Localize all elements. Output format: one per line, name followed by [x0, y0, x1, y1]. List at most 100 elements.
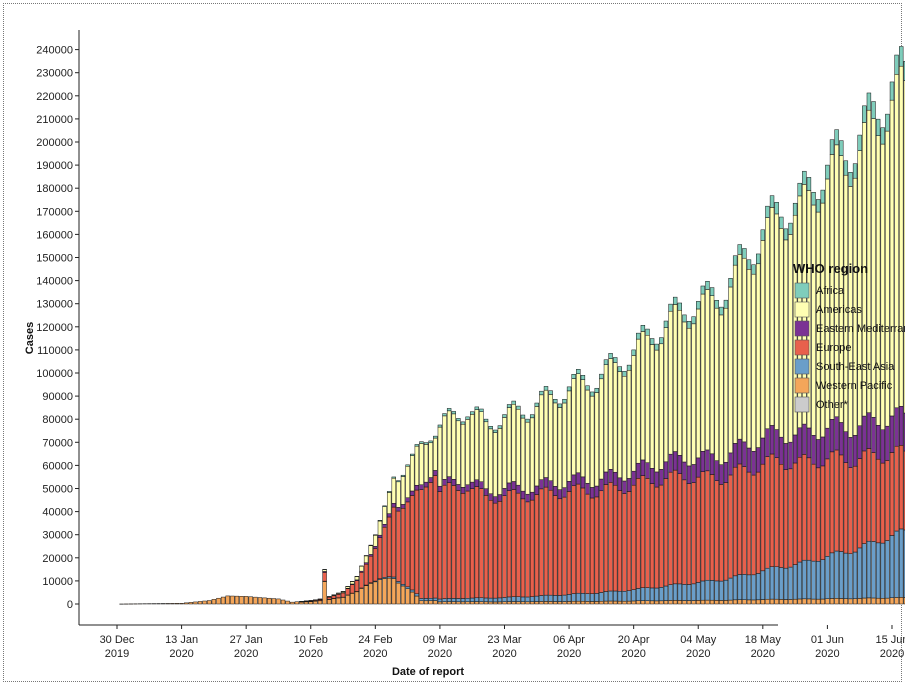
bar-segment: [769, 195, 775, 208]
bar-segment: [636, 600, 641, 605]
bar-segment: [474, 406, 480, 410]
bar-segment: [534, 406, 539, 487]
bar-segment: [742, 441, 747, 467]
bar-segment: [875, 458, 881, 544]
bar-segment: [659, 343, 664, 470]
bar-segment: [382, 505, 387, 507]
bar-segment: [446, 598, 452, 602]
bar-segment: [705, 289, 710, 451]
bar-segment: [802, 170, 807, 185]
bar-segment: [511, 481, 516, 490]
bar-segment: [663, 600, 669, 605]
bar-segment: [852, 435, 858, 467]
bar-segment: [792, 202, 798, 216]
x-tick-label: 13 Jan: [165, 634, 198, 646]
bar-segment: [802, 423, 807, 455]
bar-segment: [631, 470, 636, 486]
bar-segment: [529, 596, 535, 602]
bar-segment: [603, 600, 609, 605]
bar-segment: [488, 597, 493, 603]
bar-segment: [880, 429, 885, 464]
bar-segment: [548, 489, 553, 596]
bar-segment: [234, 595, 240, 605]
bar-segment: [405, 497, 410, 503]
bar-segment: [594, 392, 599, 487]
bar-segment: [516, 484, 521, 494]
bar-segment: [797, 182, 802, 197]
bar-segment: [474, 597, 480, 602]
bar-segment: [811, 204, 816, 436]
bar-segment: [465, 490, 470, 599]
bar-segment: [640, 475, 646, 588]
bar-segment: [410, 495, 415, 591]
bar-segment: [719, 306, 724, 316]
bar-segment: [516, 405, 521, 410]
bar-segment: [649, 338, 655, 345]
bar-segment: [788, 566, 793, 600]
bar-segment: [400, 474, 406, 477]
bar-segment: [691, 583, 696, 601]
bar-segment: [903, 450, 905, 531]
bar-segment: [714, 460, 719, 481]
bar-segment: [511, 489, 516, 597]
bar-segment: [802, 454, 807, 561]
legend-swatch: [794, 339, 810, 356]
x-tick-label: 15 Jun: [875, 634, 905, 646]
bar-segment: [783, 599, 789, 605]
bar-segment: [368, 583, 373, 605]
bar-segment: [723, 307, 729, 463]
bar-segment: [377, 537, 383, 579]
x-tick-year: 2020: [169, 648, 193, 660]
bar-segment: [571, 474, 576, 486]
bar-segment: [599, 600, 604, 605]
bar-segment: [557, 407, 563, 490]
bar-segment: [520, 414, 526, 419]
bar-segment: [322, 581, 327, 605]
bar-segment: [396, 481, 401, 508]
bar-segment: [659, 587, 664, 602]
legend-label: Western Pacific: [816, 380, 893, 392]
bar-segment: [497, 428, 503, 495]
bar-segment: [529, 499, 535, 597]
bar-segment: [543, 389, 549, 478]
bar-segment: [866, 540, 872, 599]
bar-segment: [479, 411, 484, 482]
bar-segment: [857, 458, 862, 549]
bar-segment: [645, 462, 650, 479]
bar-segment: [700, 471, 706, 582]
bar-segment: [714, 580, 719, 601]
bar-segment: [691, 316, 696, 325]
bar-segment: [889, 535, 895, 598]
bar-segment: [691, 323, 696, 465]
bar-segment: [576, 592, 581, 602]
bar-segment: [769, 425, 775, 455]
bar-segment: [465, 601, 470, 605]
bar-segment: [737, 438, 742, 465]
bar-segment: [433, 470, 438, 476]
x-tick-label: 27 Jan: [230, 634, 263, 646]
bar-segment: [603, 359, 609, 365]
bar-segment: [608, 600, 613, 605]
bar-segment: [705, 470, 710, 581]
bar-segment: [179, 603, 184, 605]
bar-segment: [640, 459, 646, 476]
bar-segment: [594, 485, 599, 498]
bar-segment: [465, 419, 470, 485]
bar-segment: [571, 378, 576, 476]
bar-segment: [686, 327, 692, 467]
bar-segment: [663, 320, 669, 328]
bar-segment: [737, 599, 742, 605]
bar-segment: [437, 485, 443, 492]
bar-segment: [682, 584, 687, 601]
bar-segment: [719, 600, 724, 605]
x-tick-year: 2020: [234, 648, 258, 660]
bar-segment: [696, 582, 701, 601]
x-tick-year: 2020: [299, 648, 323, 660]
bar-segment: [631, 355, 636, 472]
bar-segment: [709, 453, 715, 475]
bar-segment: [322, 572, 327, 582]
bar-segment: [848, 467, 853, 554]
legend-label: South-East Asia: [816, 361, 895, 373]
bar-segment: [220, 596, 226, 605]
bar-segment: [451, 479, 456, 486]
